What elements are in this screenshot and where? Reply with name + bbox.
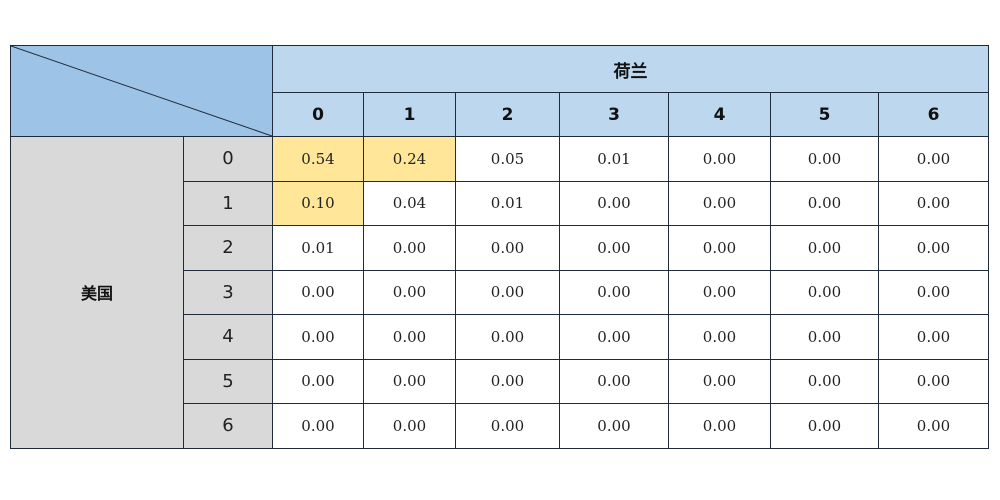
probability-cell: 0.00	[559, 225, 669, 271]
probability-cell: 0.00	[363, 358, 456, 404]
probability-cell: 0.00	[668, 403, 771, 449]
probability-cell: 0.00	[878, 358, 989, 404]
probability-cell: 0.01	[559, 136, 669, 182]
probability-cell: 0.00	[363, 403, 456, 449]
row-header: 4	[183, 314, 273, 360]
probability-cell: 0.00	[363, 225, 456, 271]
probability-cell: 0.00	[878, 225, 989, 271]
probability-cell: 0.00	[272, 269, 364, 315]
probability-cell: 0.00	[770, 314, 879, 360]
table-row: 2 0.01 0.00 0.00 0.00 0.00 0.00 0.00	[11, 225, 989, 271]
row-header: 1	[183, 180, 273, 226]
probability-cell: 0.00	[770, 269, 879, 315]
probability-cell: 0.00	[770, 403, 879, 449]
row-header: 0	[183, 136, 273, 182]
table-row: 3 0.00 0.00 0.00 0.00 0.00 0.00 0.00	[11, 269, 989, 315]
corner-diagonal-cell	[10, 45, 273, 137]
probability-cell: 0.00	[878, 403, 989, 449]
probability-cell: 0.00	[770, 136, 879, 182]
probability-cell: 0.01	[455, 180, 560, 226]
probability-cell: 0.00	[559, 358, 669, 404]
row-header: 6	[183, 403, 273, 449]
probability-cell: 0.00	[878, 136, 989, 182]
probability-cell: 0.00	[878, 269, 989, 315]
probability-cell: 0.00	[770, 225, 879, 271]
table-row: 4 0.00 0.00 0.00 0.00 0.00 0.00 0.00	[11, 314, 989, 360]
probability-cell: 0.00	[668, 136, 771, 182]
table-row: 5 0.00 0.00 0.00 0.00 0.00 0.00 0.00	[11, 358, 989, 404]
col-header: 3	[559, 92, 669, 137]
probability-cell: 0.00	[770, 180, 879, 226]
row-group-label: 美国	[10, 136, 184, 449]
probability-cell: 0.00	[455, 358, 560, 404]
col-header: 2	[455, 92, 560, 137]
col-header: 6	[878, 92, 989, 137]
table-row: 美国 0 0.54 0.24 0.05 0.01 0.00 0.00 0.00	[10, 136, 989, 449]
probability-cell: 0.00	[272, 314, 364, 360]
probability-cell: 0.00	[455, 403, 560, 449]
row-header: 3	[183, 269, 273, 315]
probability-cell: 0.00	[363, 269, 456, 315]
col-header: 4	[668, 92, 771, 137]
probability-cell: 0.00	[559, 269, 669, 315]
col-header: 5	[770, 92, 879, 137]
probability-cell: 0.00	[668, 180, 771, 226]
probability-cell: 0.00	[668, 358, 771, 404]
probability-cell: 0.00	[559, 314, 669, 360]
probability-cell: 0.00	[878, 180, 989, 226]
probability-cell: 0.00	[559, 180, 669, 226]
probability-cell: 0.01	[272, 225, 364, 271]
probability-cell: 0.00	[455, 225, 560, 271]
probability-cell: 0.00	[455, 269, 560, 315]
probability-cell: 0.05	[455, 136, 560, 182]
row-header: 2	[183, 225, 273, 271]
row-header: 5	[183, 358, 273, 404]
col-header: 1	[363, 92, 456, 137]
probability-cell: 0.00	[272, 403, 364, 449]
probability-cell: 0.54	[272, 136, 364, 182]
table-row: 1 0.10 0.04 0.01 0.00 0.00 0.00 0.00	[11, 180, 989, 226]
probability-cell: 0.00	[668, 314, 771, 360]
col-header: 0	[272, 92, 364, 137]
probability-cell: 0.00	[878, 314, 989, 360]
probability-cell: 0.24	[363, 136, 456, 182]
probability-cell: 0.00	[668, 269, 771, 315]
probability-cell: 0.04	[363, 180, 456, 226]
probability-cell: 0.10	[272, 180, 364, 226]
table-row: 6 0.00 0.00 0.00 0.00 0.00 0.00 0.00	[11, 403, 989, 449]
probability-cell: 0.00	[272, 358, 364, 404]
probability-cell: 0.00	[770, 358, 879, 404]
col-group-label: 荷兰	[272, 45, 989, 93]
probability-cell: 0.00	[668, 225, 771, 271]
probability-cell: 0.00	[455, 314, 560, 360]
probability-cell: 0.00	[559, 403, 669, 449]
probability-cell: 0.00	[363, 314, 456, 360]
